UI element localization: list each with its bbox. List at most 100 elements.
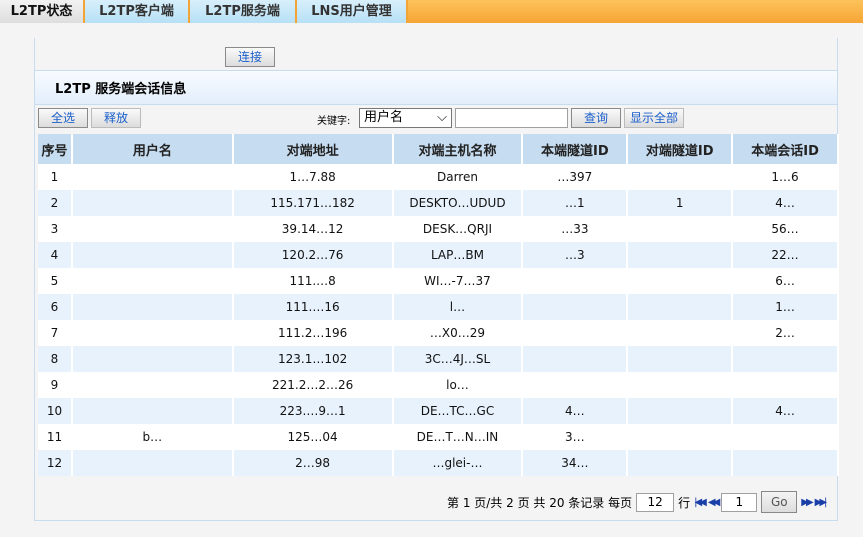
table-cell [627, 398, 734, 424]
table-cell: lo… [392, 372, 524, 398]
table-cell: 12 [38, 450, 73, 476]
keyword-label: 关键字: [317, 116, 351, 127]
last-page-icon[interactable]: ▶▶| [814, 496, 828, 508]
page-info: 第 1 页/共 2 页 共 20 条记录 每页 [447, 495, 633, 510]
table-cell: …X0…29 [392, 320, 524, 346]
tab-lns-user-management[interactable]: LNS用户管理 [297, 0, 408, 23]
table-cell [732, 450, 839, 476]
table-row[interactable]: 11 b… 125…04 DE…T…N…IN 3… [38, 424, 839, 450]
show-all-button[interactable]: 显示全部 [624, 108, 684, 128]
session-table: 序号 用户名 对端地址 对端主机名称 本端隧道ID 对端隧道ID 本端会话ID 1 1…7.8… [38, 134, 839, 476]
table-cell [732, 424, 839, 450]
table-cell: 11 [38, 424, 73, 450]
page-input[interactable]: 1 [721, 492, 758, 512]
table-cell [71, 216, 234, 242]
table-cell: 10 [38, 398, 73, 424]
table-cell [627, 346, 734, 372]
table-cell: 120.2…76 [232, 242, 394, 268]
table-cell: 4… [732, 190, 839, 216]
table-cell [71, 294, 234, 320]
per-page-input[interactable]: 12 [636, 492, 675, 512]
column-header[interactable]: 对端主机名称 [392, 134, 524, 164]
table-cell [627, 372, 734, 398]
table-cell: 1…7.88 [232, 164, 394, 190]
release-button[interactable]: 释放 [91, 108, 141, 128]
connection-panel: 连接 [34, 38, 838, 70]
table-cell [71, 398, 234, 424]
table-row[interactable]: 12 2…98 …glei-… 34… [38, 450, 839, 476]
table-cell: 6… [732, 268, 839, 294]
table-row[interactable]: 5 111.…8 WI…-7…37 6… [38, 268, 839, 294]
table-cell: 111.…16 [232, 294, 394, 320]
prev-page-icon[interactable]: ◀◀ [707, 496, 721, 508]
search-button[interactable]: 查询 [571, 108, 621, 128]
table-cell [71, 346, 234, 372]
table-cell [522, 294, 629, 320]
column-header[interactable]: 序号 [38, 134, 73, 164]
table-row[interactable]: 10 223.…9…1 DE…TC…GC 4… 4… [38, 398, 839, 424]
table-cell [522, 346, 629, 372]
table-cell [627, 216, 734, 242]
table-cell [71, 372, 234, 398]
keyword-select[interactable]: 用户名 ⌵ [359, 108, 452, 128]
column-header[interactable]: 对端地址 [232, 134, 394, 164]
table-cell: 1 [38, 164, 73, 190]
table-row[interactable]: 9 221.2…2…26 lo… [38, 372, 839, 398]
section-title: L2TP 服务端会话信息 [35, 71, 837, 105]
column-header[interactable]: 用户名 [71, 134, 234, 164]
table-row[interactable]: 8 123.1…102 3C…4J…SL [38, 346, 839, 372]
table-cell: 2…98 [232, 450, 394, 476]
table-cell: …33 [522, 216, 629, 242]
table-cell [627, 294, 734, 320]
keyword-input[interactable] [455, 108, 568, 128]
table-cell [522, 372, 629, 398]
table-cell: 111.…8 [232, 268, 394, 294]
table-cell: 8 [38, 346, 73, 372]
column-header[interactable]: 本端隧道ID [522, 134, 629, 164]
select-all-button[interactable]: 全选 [38, 108, 88, 128]
table-cell [732, 372, 839, 398]
connect-button[interactable]: 连接 [225, 47, 275, 67]
table-cell [522, 268, 629, 294]
table-cell: …397 [522, 164, 629, 190]
first-page-icon[interactable]: |◀◀ [694, 496, 707, 508]
table-row[interactable]: 6 111.…16 l… 1… [38, 294, 839, 320]
table-cell: 6 [38, 294, 73, 320]
table-cell: 3 [38, 216, 73, 242]
table-cell: 2 [38, 190, 73, 216]
table-cell [71, 320, 234, 346]
table-row[interactable]: 7 111.2…196 …X0…29 2… [38, 320, 839, 346]
tab-l2tp-server[interactable]: L2TP服务端 [190, 0, 297, 23]
table-row[interactable]: 2 115.171…182 DESKTO…UDUD …1 1 4… [38, 190, 839, 216]
table-row[interactable]: 1 1…7.88 Darren …397 1…6 [38, 164, 839, 190]
tab-l2tp-client[interactable]: L2TP客户端 [85, 0, 190, 23]
table-cell: 34… [522, 450, 629, 476]
go-button[interactable]: Go [761, 491, 798, 513]
column-header[interactable]: 本端会话ID [732, 134, 839, 164]
chevron-down-icon: ⌵ [437, 110, 447, 125]
table-cell: DESKTO…UDUD [392, 190, 524, 216]
table-cell: Darren [392, 164, 524, 190]
table-cell: 123.1…102 [232, 346, 394, 372]
table-cell [627, 320, 734, 346]
table-cell: 7 [38, 320, 73, 346]
table-cell: DE…TC…GC [392, 398, 524, 424]
rows-label: 行 [678, 495, 691, 510]
table-cell: …3 [522, 242, 629, 268]
table-cell [71, 190, 234, 216]
table-cell [627, 268, 734, 294]
table-cell: 3C…4J…SL [392, 346, 524, 372]
table-cell: 3… [522, 424, 629, 450]
table-row[interactable]: 3 39.14…12 DESK…QRJI …33 56… [38, 216, 839, 242]
table-cell [627, 424, 734, 450]
table-row[interactable]: 4 120.2…76 LAP…BM …3 22… [38, 242, 839, 268]
table-cell: 9 [38, 372, 73, 398]
next-page-icon[interactable]: ▶▶ [801, 496, 814, 508]
table-cell [627, 164, 734, 190]
table-cell: 4… [732, 398, 839, 424]
pagination: 第 1 页/共 2 页 共 20 条记录 每页 12 行 |◀◀ ◀◀ 1 Go… [447, 491, 828, 513]
table-cell: 1… [732, 294, 839, 320]
column-header[interactable]: 对端隧道ID [627, 134, 734, 164]
table-cell: b… [71, 424, 234, 450]
tab-l2tp-status[interactable]: L2TP状态 [0, 0, 85, 23]
